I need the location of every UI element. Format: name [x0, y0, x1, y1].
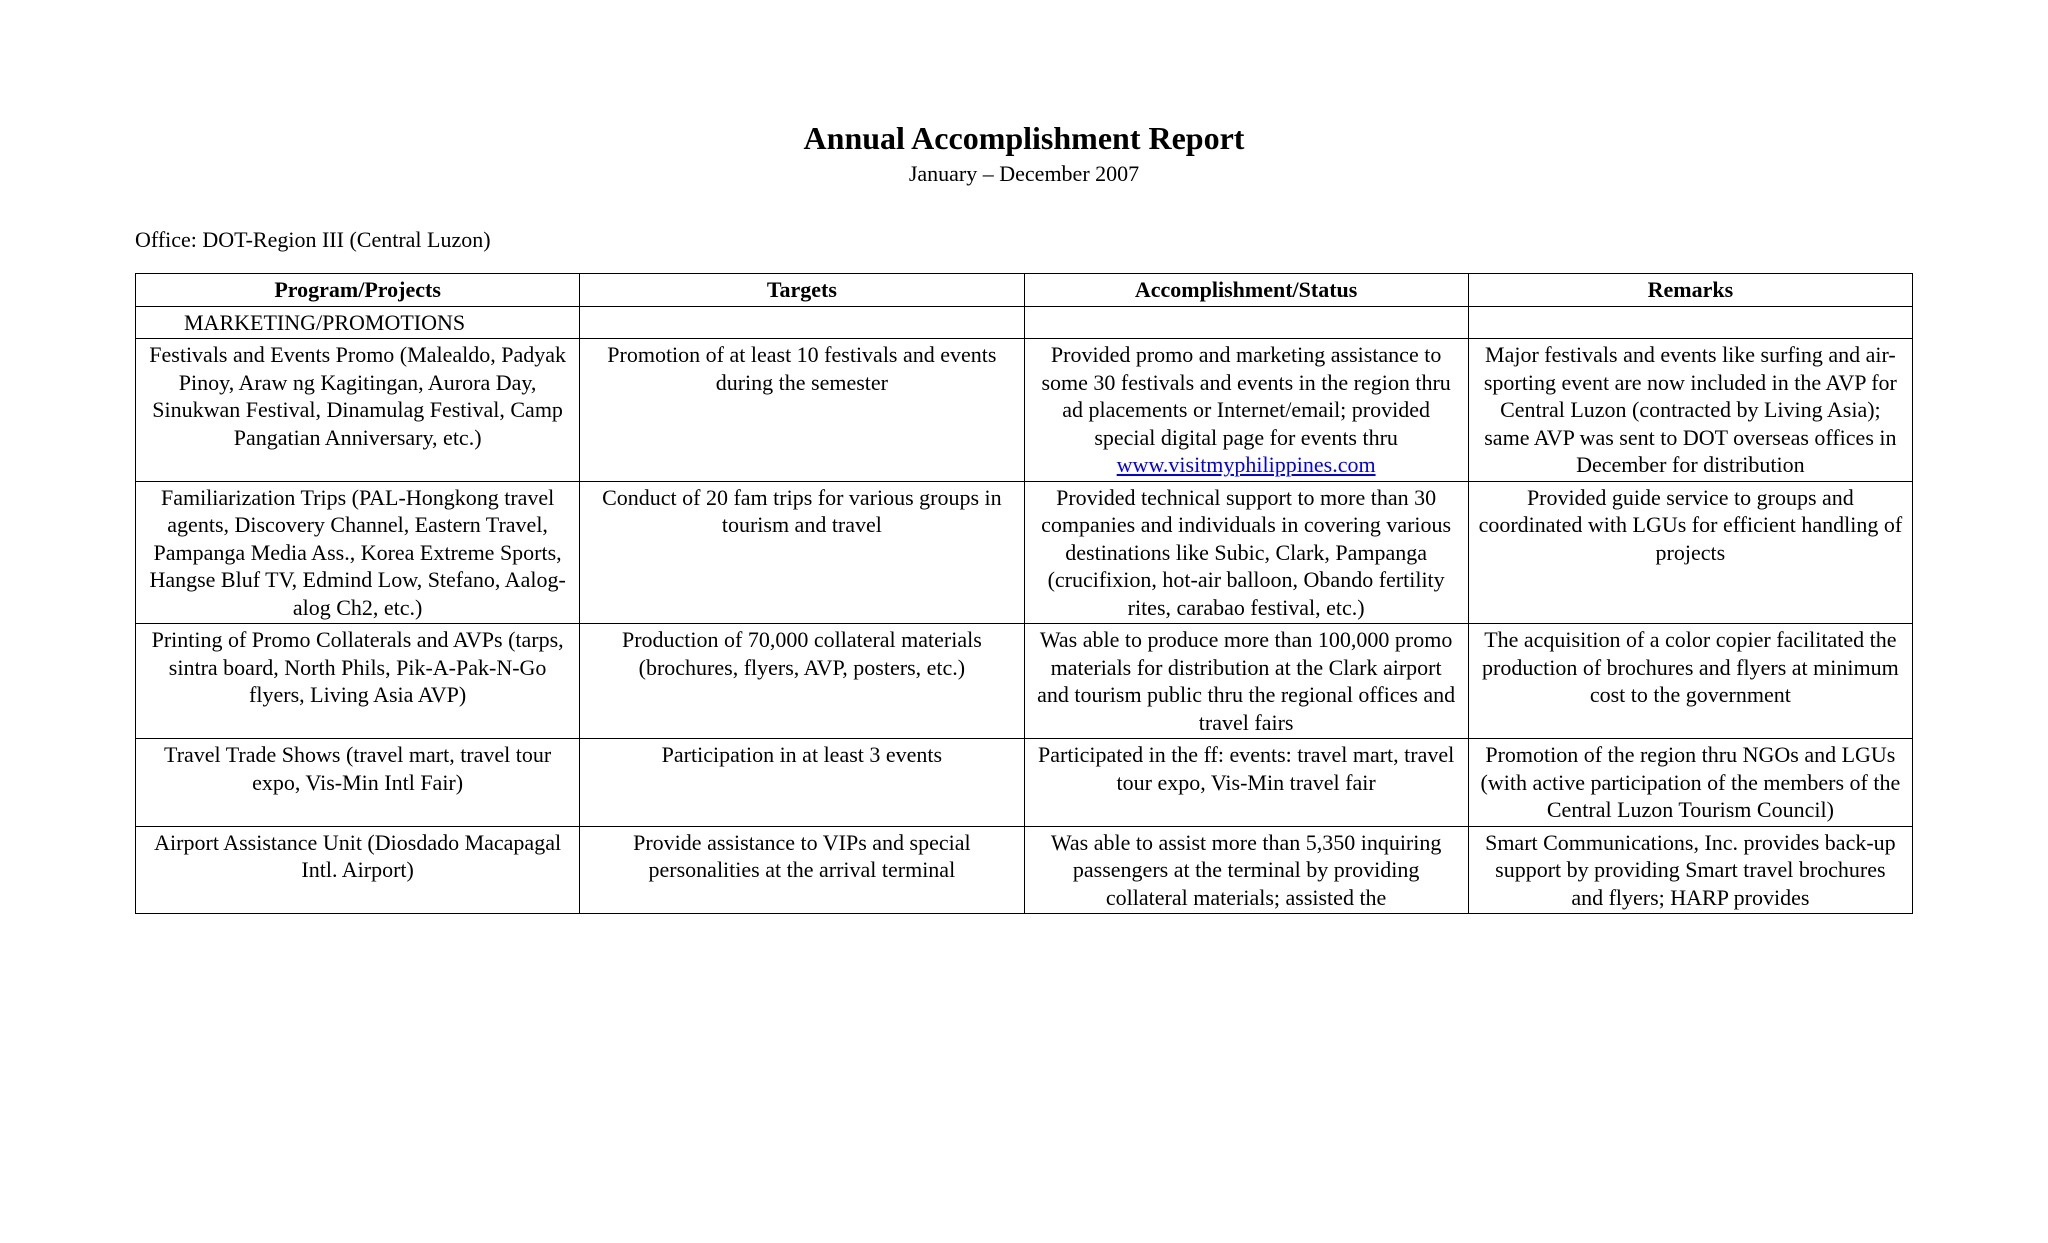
report-title: Annual Accomplishment Report — [135, 120, 1913, 157]
report-subtitle: January – December 2007 — [135, 161, 1913, 187]
cell-targets: Conduct of 20 fam trips for various grou… — [580, 481, 1024, 624]
table-row: Familiarization Trips (PAL-Hongkong trav… — [136, 481, 1913, 624]
cell-remarks: The acquisition of a color copier facili… — [1468, 624, 1912, 739]
empty-cell — [1468, 306, 1912, 339]
cell-accomplishment: Was able to assist more than 5,350 inqui… — [1024, 826, 1468, 914]
empty-cell — [580, 306, 1024, 339]
cell-accomplishment: Participated in the ff: events: travel m… — [1024, 739, 1468, 827]
accomplishment-text: Provided promo and marketing assistance … — [1041, 342, 1450, 450]
cell-accomplishment: Was able to produce more than 100,000 pr… — [1024, 624, 1468, 739]
table-row: Airport Assistance Unit (Diosdado Macapa… — [136, 826, 1913, 914]
cell-program: Festivals and Events Promo (Malealdo, Pa… — [136, 339, 580, 482]
cell-accomplishment: Provided technical support to more than … — [1024, 481, 1468, 624]
cell-targets: Participation in at least 3 events — [580, 739, 1024, 827]
report-table: Program/Projects Targets Accomplishment/… — [135, 273, 1913, 914]
cell-remarks: Provided guide service to groups and coo… — [1468, 481, 1912, 624]
cell-remarks: Promotion of the region thru NGOs and LG… — [1468, 739, 1912, 827]
empty-cell — [1024, 306, 1468, 339]
section-label: MARKETING/PROMOTIONS — [136, 306, 580, 339]
office-label: Office: DOT-Region III (Central Luzon) — [135, 227, 1913, 253]
cell-targets: Production of 70,000 collateral material… — [580, 624, 1024, 739]
cell-program: Airport Assistance Unit (Diosdado Macapa… — [136, 826, 580, 914]
cell-program: Travel Trade Shows (travel mart, travel … — [136, 739, 580, 827]
cell-program: Printing of Promo Collaterals and AVPs (… — [136, 624, 580, 739]
cell-program: Familiarization Trips (PAL-Hongkong trav… — [136, 481, 580, 624]
accomplishment-link[interactable]: www.visitmyphilippines.com — [1117, 452, 1376, 477]
header-accomplishment: Accomplishment/Status — [1024, 274, 1468, 307]
table-row: Travel Trade Shows (travel mart, travel … — [136, 739, 1913, 827]
cell-remarks: Major festivals and events like surfing … — [1468, 339, 1912, 482]
section-row: MARKETING/PROMOTIONS — [136, 306, 1913, 339]
table-row: Printing of Promo Collaterals and AVPs (… — [136, 624, 1913, 739]
cell-accomplishment: Provided promo and marketing assistance … — [1024, 339, 1468, 482]
cell-targets: Provide assistance to VIPs and special p… — [580, 826, 1024, 914]
table-row: Festivals and Events Promo (Malealdo, Pa… — [136, 339, 1913, 482]
header-targets: Targets — [580, 274, 1024, 307]
header-program: Program/Projects — [136, 274, 580, 307]
header-remarks: Remarks — [1468, 274, 1912, 307]
cell-targets: Promotion of at least 10 festivals and e… — [580, 339, 1024, 482]
table-header-row: Program/Projects Targets Accomplishment/… — [136, 274, 1913, 307]
document-page: Annual Accomplishment Report January – D… — [0, 0, 2048, 914]
cell-remarks: Smart Communications, Inc. provides back… — [1468, 826, 1912, 914]
